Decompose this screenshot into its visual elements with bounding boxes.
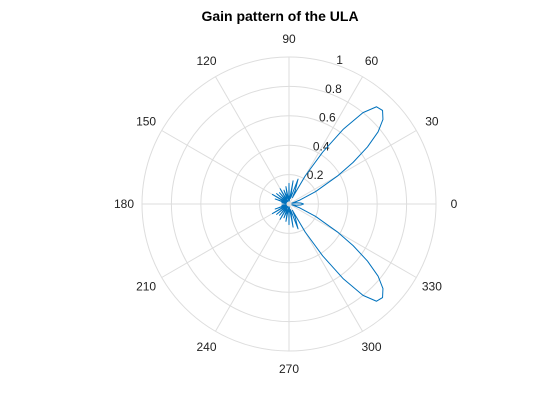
theta-tick-label: 120 xyxy=(196,54,216,68)
chart-title: Gain pattern of the ULA xyxy=(201,8,359,24)
theta-tick-label: 90 xyxy=(282,32,296,46)
r-tick-label: 1 xyxy=(336,53,343,67)
theta-grid-line xyxy=(215,76,290,205)
gain-pattern-line xyxy=(271,106,384,302)
theta-tick-label: 150 xyxy=(136,115,156,129)
r-tick-label: 0.4 xyxy=(313,139,330,153)
theta-tick-labels: 0 30 60 90 120 150 180 210 240 270 300 330 xyxy=(114,32,458,376)
r-tick-label: 0.6 xyxy=(319,111,336,125)
theta-tick-label: 0 xyxy=(451,197,458,211)
r-tick-label: 0.2 xyxy=(307,168,324,182)
theta-tick-label: 270 xyxy=(279,362,299,376)
theta-tick-label: 330 xyxy=(422,280,442,294)
theta-grid-line xyxy=(288,203,417,278)
theta-tick-label: 210 xyxy=(136,280,156,294)
theta-tick-label: 180 xyxy=(114,197,134,211)
theta-grid-line xyxy=(161,130,290,205)
theta-tick-label: 300 xyxy=(361,340,381,354)
data-series xyxy=(271,106,384,302)
theta-grid-line xyxy=(288,130,417,205)
theta-tick-label: 240 xyxy=(196,340,216,354)
polar-grid xyxy=(141,56,437,352)
theta-tick-label: 60 xyxy=(365,54,379,68)
theta-tick-label: 30 xyxy=(425,115,439,129)
theta-grid-line xyxy=(161,203,290,278)
r-tick-label: 0.8 xyxy=(325,82,342,96)
theta-grid-line xyxy=(215,203,290,332)
r-tick-labels: 0.2 0.4 0.6 0.8 1 xyxy=(307,53,343,182)
